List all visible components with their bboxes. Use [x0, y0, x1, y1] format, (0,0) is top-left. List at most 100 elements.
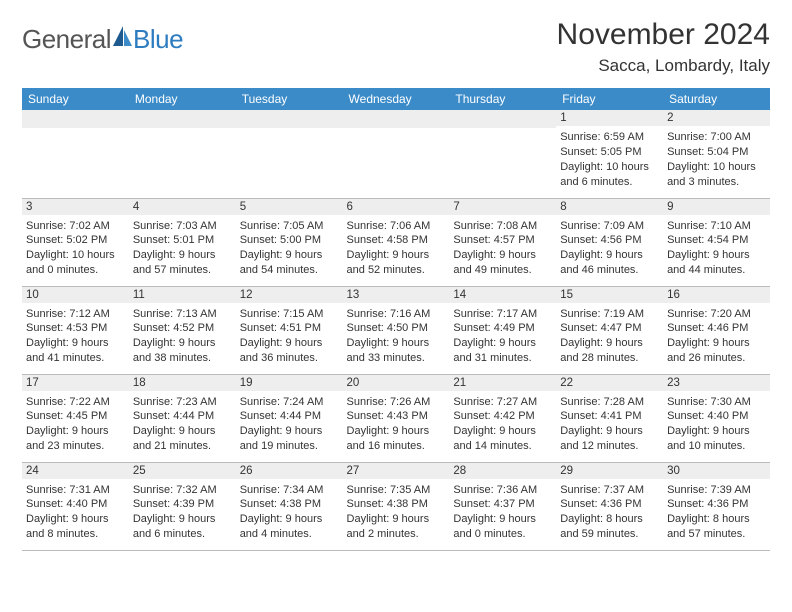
sunset-line: Sunset: 4:54 PM	[667, 233, 766, 248]
calendar-cell	[129, 110, 236, 198]
calendar-row: 3Sunrise: 7:02 AMSunset: 5:02 PMDaylight…	[22, 198, 770, 286]
sunrise-line: Sunrise: 7:39 AM	[667, 483, 766, 498]
sunset-line: Sunset: 4:44 PM	[240, 409, 339, 424]
sunset-line: Sunset: 4:51 PM	[240, 321, 339, 336]
sunset-line: Sunset: 5:00 PM	[240, 233, 339, 248]
daylight-line: Daylight: 9 hours and 10 minutes.	[667, 424, 766, 454]
date-number: 21	[449, 375, 556, 391]
date-number: 6	[343, 199, 450, 215]
date-number: 4	[129, 199, 236, 215]
daylight-line: Daylight: 9 hours and 46 minutes.	[560, 248, 659, 278]
day-header: Friday	[556, 88, 663, 110]
sunset-line: Sunset: 4:40 PM	[667, 409, 766, 424]
calendar-cell: 19Sunrise: 7:24 AMSunset: 4:44 PMDayligh…	[236, 374, 343, 462]
sail-icon	[111, 24, 133, 55]
sunrise-line: Sunrise: 7:32 AM	[133, 483, 232, 498]
cell-content: Sunrise: 7:30 AMSunset: 4:40 PMDaylight:…	[663, 393, 770, 458]
calendar-cell: 18Sunrise: 7:23 AMSunset: 4:44 PMDayligh…	[129, 374, 236, 462]
sunset-line: Sunset: 5:04 PM	[667, 145, 766, 160]
calendar-cell: 30 Sunrise: 7:39 AMSunset: 4:36 PMDayligh…	[663, 462, 770, 550]
cell-content: Sunrise: 6:59 AMSunset: 5:05 PMDaylight:…	[556, 128, 663, 193]
date-number: 7	[449, 199, 556, 215]
title-block: November 2024 Sacca, Lombardy, Italy	[557, 18, 770, 76]
day-header: Wednesday	[343, 88, 450, 110]
day-header: Saturday	[663, 88, 770, 110]
sunset-line: Sunset: 4:43 PM	[347, 409, 446, 424]
date-number: 23	[663, 375, 770, 391]
calendar-cell: 7Sunrise: 7:08 AMSunset: 4:57 PMDaylight…	[449, 198, 556, 286]
cell-content: Sunrise: 7:36 AMSunset: 4:37 PMDaylight:…	[449, 481, 556, 546]
daylight-line: Daylight: 9 hours and 33 minutes.	[347, 336, 446, 366]
sunrise-line: Sunrise: 7:35 AM	[347, 483, 446, 498]
date-number: 20	[343, 375, 450, 391]
calendar-cell: 8Sunrise: 7:09 AMSunset: 4:56 PMDaylight…	[556, 198, 663, 286]
sunrise-line: Sunrise: 7:34 AM	[240, 483, 339, 498]
daylight-line: Daylight: 10 hours and 6 minutes.	[560, 160, 659, 190]
sunrise-line: Sunrise: 7:06 AM	[347, 219, 446, 234]
date-number: 30	[663, 463, 770, 479]
cell-content: Sunrise: 7:02 AMSunset: 5:02 PMDaylight:…	[22, 217, 129, 282]
day-header-row: SundayMondayTuesdayWednesdayThursdayFrid…	[22, 88, 770, 110]
sunrise-line: Sunrise: 7:02 AM	[26, 219, 125, 234]
calendar-cell	[449, 110, 556, 198]
sunset-line: Sunset: 5:05 PM	[560, 145, 659, 160]
sunrise-line: Sunrise: 7:12 AM	[26, 307, 125, 322]
date-number: 18	[129, 375, 236, 391]
sunset-line: Sunset: 4:40 PM	[26, 497, 125, 512]
sunset-line: Sunset: 4:38 PM	[240, 497, 339, 512]
sunset-line: Sunset: 5:01 PM	[133, 233, 232, 248]
empty-date-bar	[129, 110, 236, 128]
daylight-line: Daylight: 9 hours and 12 minutes.	[560, 424, 659, 454]
sunset-line: Sunset: 4:41 PM	[560, 409, 659, 424]
sunset-line: Sunset: 5:02 PM	[26, 233, 125, 248]
date-number: 2	[663, 110, 770, 126]
date-number: 28	[449, 463, 556, 479]
calendar-cell: 21Sunrise: 7:27 AMSunset: 4:42 PMDayligh…	[449, 374, 556, 462]
sunrise-line: Sunrise: 7:10 AM	[667, 219, 766, 234]
cell-content: Sunrise: 7:39 AMSunset: 4:36 PMDaylight:…	[663, 481, 770, 546]
cell-content: Sunrise: 7:05 AMSunset: 5:00 PMDaylight:…	[236, 217, 343, 282]
empty-date-bar	[343, 110, 450, 128]
sunrise-line: Sunrise: 7:03 AM	[133, 219, 232, 234]
calendar-cell: 9 Sunrise: 7:10 AMSunset: 4:54 PMDaylight…	[663, 198, 770, 286]
daylight-line: Daylight: 9 hours and 23 minutes.	[26, 424, 125, 454]
sunset-line: Sunset: 4:56 PM	[560, 233, 659, 248]
calendar-cell: 25Sunrise: 7:32 AMSunset: 4:39 PMDayligh…	[129, 462, 236, 550]
sunrise-line: Sunrise: 7:09 AM	[560, 219, 659, 234]
calendar-cell: 27Sunrise: 7:35 AMSunset: 4:38 PMDayligh…	[343, 462, 450, 550]
date-number: 27	[343, 463, 450, 479]
daylight-line: Daylight: 9 hours and 4 minutes.	[240, 512, 339, 542]
calendar-cell: 26Sunrise: 7:34 AMSunset: 4:38 PMDayligh…	[236, 462, 343, 550]
cell-content: Sunrise: 7:06 AMSunset: 4:58 PMDaylight:…	[343, 217, 450, 282]
date-number: 24	[22, 463, 129, 479]
calendar-cell: 20Sunrise: 7:26 AMSunset: 4:43 PMDayligh…	[343, 374, 450, 462]
daylight-line: Daylight: 9 hours and 14 minutes.	[453, 424, 552, 454]
calendar-row: 17Sunrise: 7:22 AMSunset: 4:45 PMDayligh…	[22, 374, 770, 462]
empty-date-bar	[449, 110, 556, 128]
sunset-line: Sunset: 4:42 PM	[453, 409, 552, 424]
calendar-row: 1Sunrise: 6:59 AMSunset: 5:05 PMDaylight…	[22, 110, 770, 198]
daylight-line: Daylight: 9 hours and 52 minutes.	[347, 248, 446, 278]
date-number: 9	[663, 199, 770, 215]
logo-blue: Blue	[133, 24, 183, 55]
cell-content: Sunrise: 7:24 AMSunset: 4:44 PMDaylight:…	[236, 393, 343, 458]
sunset-line: Sunset: 4:39 PM	[133, 497, 232, 512]
sunset-line: Sunset: 4:38 PM	[347, 497, 446, 512]
date-number: 25	[129, 463, 236, 479]
cell-content: Sunrise: 7:00 AMSunset: 5:04 PMDaylight:…	[663, 128, 770, 193]
daylight-line: Daylight: 9 hours and 44 minutes.	[667, 248, 766, 278]
empty-date-bar	[22, 110, 129, 128]
sunrise-line: Sunrise: 7:24 AM	[240, 395, 339, 410]
sunset-line: Sunset: 4:47 PM	[560, 321, 659, 336]
calendar-cell: 13Sunrise: 7:16 AMSunset: 4:50 PMDayligh…	[343, 286, 450, 374]
date-number: 16	[663, 287, 770, 303]
cell-content: Sunrise: 7:03 AMSunset: 5:01 PMDaylight:…	[129, 217, 236, 282]
sunrise-line: Sunrise: 6:59 AM	[560, 130, 659, 145]
date-number: 17	[22, 375, 129, 391]
sunset-line: Sunset: 4:45 PM	[26, 409, 125, 424]
daylight-line: Daylight: 9 hours and 8 minutes.	[26, 512, 125, 542]
daylight-line: Daylight: 9 hours and 31 minutes.	[453, 336, 552, 366]
cell-content: Sunrise: 7:19 AMSunset: 4:47 PMDaylight:…	[556, 305, 663, 370]
daylight-line: Daylight: 10 hours and 3 minutes.	[667, 160, 766, 190]
daylight-line: Daylight: 9 hours and 0 minutes.	[453, 512, 552, 542]
